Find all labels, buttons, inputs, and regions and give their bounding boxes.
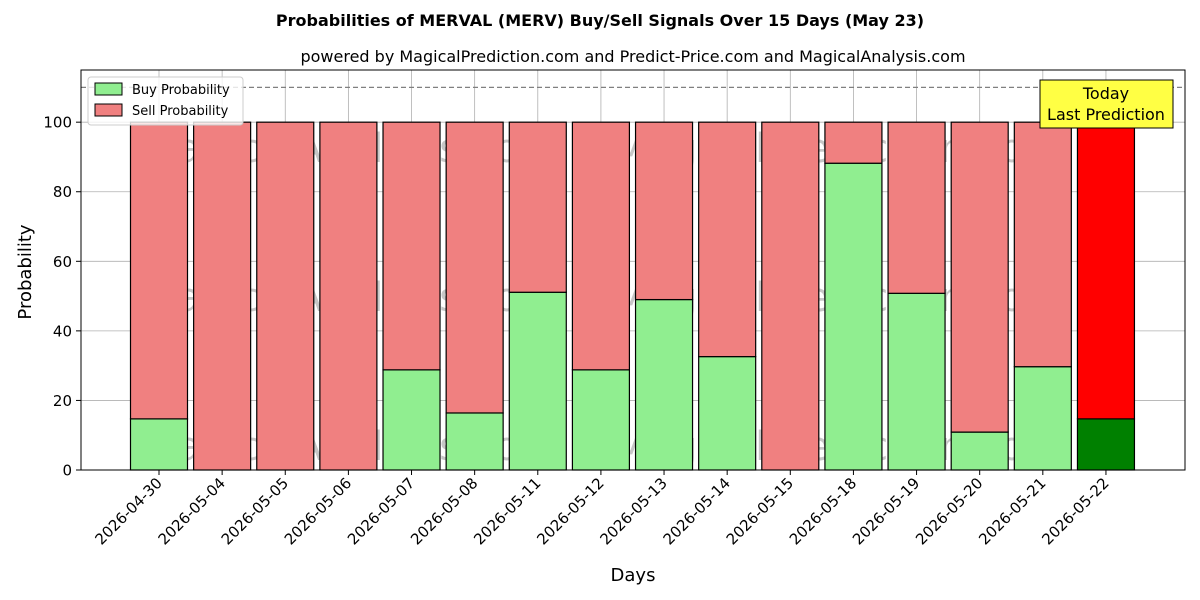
x-tick-label: 2026-05-18 <box>786 474 860 548</box>
bar-sell <box>193 121 252 471</box>
bar-sell <box>129 121 189 420</box>
annotation-box <box>1039 79 1174 129</box>
legend-swatch-sell <box>94 103 123 117</box>
bar-buy <box>698 356 757 471</box>
y-axis-label: Probability <box>15 224 36 319</box>
bar-sell <box>319 121 378 471</box>
bar-buy <box>634 298 694 471</box>
bar-buy <box>571 369 631 471</box>
bar-sell <box>571 121 631 371</box>
plot-frame <box>80 69 1186 471</box>
x-tick-label: 2026-04-30 <box>91 474 165 548</box>
y-tick-label: 20 <box>53 392 72 410</box>
bar-buy <box>445 412 504 471</box>
y-tick-label: 0 <box>62 462 72 480</box>
bar-buy <box>382 369 441 471</box>
bar-sell <box>887 121 946 294</box>
x-tick-label: 2026-05-06 <box>281 474 355 548</box>
legend-swatch-buy <box>94 82 123 96</box>
bar-buy <box>129 418 189 471</box>
bar-sell <box>382 121 441 371</box>
x-axis-label: Days <box>611 565 656 586</box>
bar-sell <box>1013 121 1072 368</box>
bar-sell <box>445 121 504 414</box>
x-tick-label: 2026-05-07 <box>344 474 418 548</box>
x-tick-label: 2026-05-11 <box>470 474 544 548</box>
x-tick-label: 2026-05-05 <box>218 474 292 548</box>
bar-sell <box>698 121 757 358</box>
bars <box>129 121 1136 471</box>
bar-sell <box>256 121 315 471</box>
bar-sell <box>761 121 820 471</box>
legend-label-buy: Buy Probability <box>132 83 230 98</box>
today-annotation: Today Last Prediction <box>1039 79 1174 129</box>
x-tick-label: 2026-05-22 <box>1038 474 1112 548</box>
bar-buy <box>950 431 1009 471</box>
x-tick-label: 2026-05-13 <box>596 474 670 548</box>
x-tick-label: 2026-05-21 <box>975 474 1049 548</box>
bar-buy <box>887 292 946 471</box>
annotation-line-1: Today <box>1082 84 1129 103</box>
bar-sell <box>508 121 567 293</box>
y-tick-label: 40 <box>53 322 72 340</box>
bar-sell <box>950 121 1009 433</box>
bar-sell <box>1076 121 1136 420</box>
chart-title: Probabilities of MERVAL (MERV) Buy/Sell … <box>276 11 924 30</box>
y-tick-label: 60 <box>53 253 72 271</box>
bar-sell <box>634 121 694 301</box>
x-tick-label: 2026-05-15 <box>723 474 797 548</box>
bar-buy <box>1076 418 1136 471</box>
bar-sell <box>824 121 883 164</box>
chart-subtitle: powered by MagicalPrediction.com and Pre… <box>300 47 965 66</box>
legend: Buy Probability Sell Probability <box>87 76 244 126</box>
bar-buy <box>508 291 567 471</box>
legend-label-sell: Sell Probability <box>132 104 229 119</box>
y-tick-label: 80 <box>53 183 72 201</box>
y-tick-label: 100 <box>43 114 72 132</box>
x-tick-label: 2026-05-08 <box>407 474 481 548</box>
legend-box <box>87 76 244 126</box>
bar-buy <box>824 162 883 471</box>
x-tick-label: 2026-05-04 <box>155 474 229 548</box>
x-tick-label: 2026-05-12 <box>533 474 607 548</box>
annotation-line-2: Last Prediction <box>1047 105 1165 124</box>
x-tick-label: 2026-05-20 <box>912 474 986 548</box>
bar-buy <box>1013 366 1072 471</box>
x-tick-label: 2026-05-19 <box>849 474 923 548</box>
x-tick-label: 2026-05-14 <box>660 474 734 548</box>
